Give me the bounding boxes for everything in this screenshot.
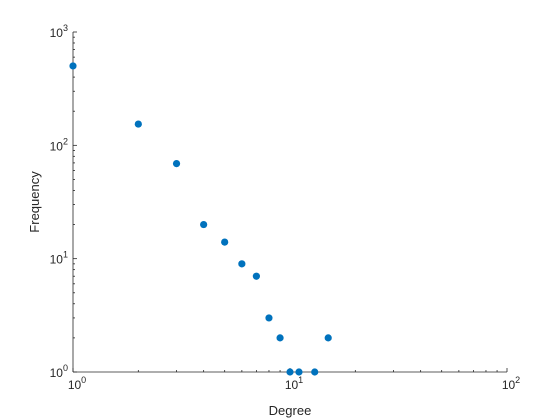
data-point [200,220,208,229]
y-tick-label: 100 [50,363,68,380]
x-tick-label-exponent: 2 [515,375,520,385]
x-tick-label-base: 10 [502,378,516,392]
data-point [172,159,181,168]
data-point [134,120,142,128]
data-point [265,314,273,322]
data-points [69,62,332,376]
y-tick-label-base: 10 [50,366,64,380]
y-tick-label-base: 10 [50,26,64,40]
y-tick-label-exponent: 0 [63,363,68,373]
x-tick-label: 102 [502,375,520,392]
y-tick-label-exponent: 2 [63,136,68,146]
y-axis-title: Frequency [27,171,42,233]
x-tick-label-exponent: 1 [298,375,303,385]
y-tick-label-base: 10 [50,139,64,153]
x-tick-label: 100 [68,375,86,392]
y-tick-label: 102 [50,136,68,153]
x-tick-label-exponent: 0 [81,375,86,385]
y-tick-label-exponent: 3 [63,23,68,33]
x-axis-title: Degree [269,403,312,418]
y-tick-label-base: 10 [50,253,64,267]
data-point [69,62,77,70]
data-point [276,334,284,342]
y-tick-label-exponent: 1 [63,250,68,260]
data-point [324,334,332,342]
data-point [252,272,260,280]
data-point [238,260,246,268]
y-tick-label: 101 [50,250,68,267]
data-point [311,368,319,376]
x-tick-label-base: 10 [285,378,299,392]
data-point [221,238,229,246]
data-point [286,368,294,376]
data-point [295,368,303,376]
x-tick-label-base: 10 [68,378,82,392]
x-tick-label: 101 [285,375,303,392]
y-tick-label: 103 [50,23,68,40]
